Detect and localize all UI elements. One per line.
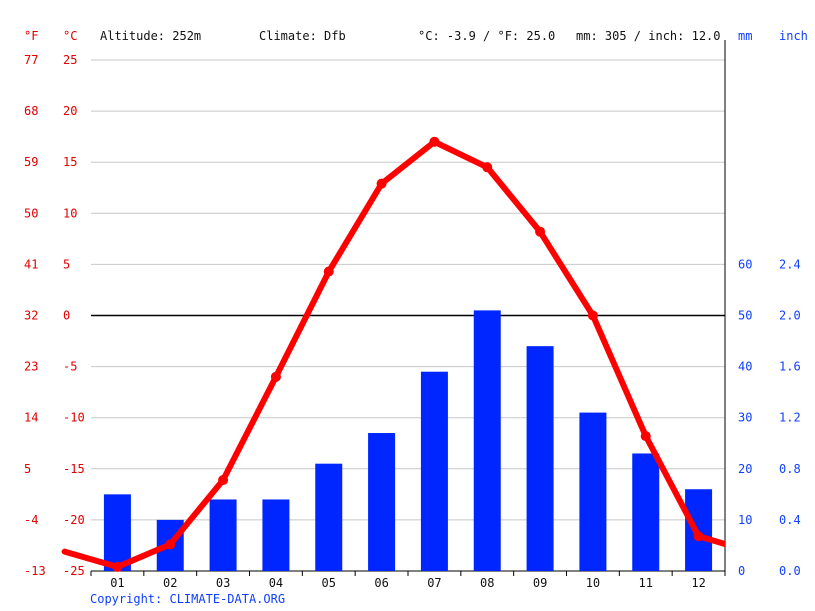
- y-tick-label-f: 23: [24, 360, 38, 374]
- altitude-label: Altitude: 252m: [100, 29, 201, 43]
- y-tick-label-inch: 2.0: [779, 309, 801, 323]
- x-tick-label: 06: [374, 576, 388, 590]
- precip-bar: [103, 494, 131, 571]
- precip-bar: [368, 433, 396, 571]
- y-tick-label-c: -20: [63, 513, 85, 527]
- y-tick-label-f: 59: [24, 155, 38, 169]
- temp-average-label: °C: -3.9 / °F: 25.0: [418, 29, 555, 43]
- temperature-point: [535, 226, 546, 237]
- y-tick-label-mm: 10: [738, 513, 752, 527]
- unit-c-label: °C: [63, 29, 77, 43]
- y-tick-label-c: 5: [63, 257, 70, 271]
- y-tick-label-inch: 0.0: [779, 564, 801, 578]
- precipitation-bars: [103, 310, 713, 571]
- y-tick-label-inch: 0.4: [779, 513, 801, 527]
- unit-inch-label: inch: [779, 29, 808, 43]
- precip-total-label: mm: 305 / inch: 12.0: [576, 29, 721, 43]
- grid-lines: [91, 59, 725, 521]
- x-tick-label: 03: [216, 576, 230, 590]
- y-tick-label-mm: 20: [738, 462, 752, 476]
- unit-mm-label: mm: [738, 29, 752, 43]
- y-tick-label-c: 0: [63, 309, 70, 323]
- y-tick-label-f: 50: [24, 206, 38, 220]
- y-tick-label-c: -5: [63, 360, 77, 374]
- y-tick-label-mm: 40: [738, 360, 752, 374]
- y-tick-label-inch: 0.8: [779, 462, 801, 476]
- x-tick-label: 01: [110, 576, 124, 590]
- precip-bar: [579, 412, 607, 571]
- temperature-point: [429, 136, 440, 147]
- temperature-series-line: [61, 138, 725, 570]
- y-tick-label-c: 20: [63, 104, 77, 118]
- y-tick-label-c: 15: [63, 155, 77, 169]
- tick-labels: 2577206815591050541032-523-1014-155-20-4…: [24, 53, 801, 590]
- temperature-point: [640, 431, 651, 442]
- y-tick-label-f: 41: [24, 257, 38, 271]
- y-tick-label-f: 77: [24, 53, 38, 67]
- temperature-point: [270, 371, 281, 382]
- y-tick-label-c: -25: [63, 564, 85, 578]
- x-tick-label: 12: [691, 576, 705, 590]
- x-tick-label: 08: [480, 576, 494, 590]
- y-tick-label-c: -15: [63, 462, 85, 476]
- temperature-point: [693, 531, 704, 542]
- precip-bar: [526, 346, 554, 571]
- y-tick-label-c: 10: [63, 206, 77, 220]
- unit-f-label: °F: [24, 29, 38, 43]
- x-tick-label: 10: [586, 576, 600, 590]
- y-tick-label-f: 32: [24, 309, 38, 323]
- temperature-point: [323, 266, 334, 277]
- precip-bar: [209, 499, 237, 571]
- y-tick-label-c: -10: [63, 411, 85, 425]
- temperature-point: [112, 561, 123, 572]
- temperature-point: [376, 178, 387, 189]
- copyright-label: Copyright: CLIMATE-DATA.ORG: [90, 592, 285, 606]
- y-tick-label-f: -13: [24, 564, 46, 578]
- y-tick-label-mm: 30: [738, 411, 752, 425]
- y-tick-label-c: 25: [63, 53, 77, 67]
- y-tick-label-f: 14: [24, 411, 38, 425]
- precip-bar: [473, 310, 501, 571]
- temperature-point: [482, 162, 493, 173]
- y-tick-label-f: 5: [24, 462, 31, 476]
- x-tick-label: 07: [427, 576, 441, 590]
- precip-bar: [262, 499, 290, 571]
- y-tick-label-mm: 0: [738, 564, 745, 578]
- precip-bar: [420, 371, 448, 571]
- x-tick-label: 05: [322, 576, 336, 590]
- x-tick-label: 02: [163, 576, 177, 590]
- y-tick-label-inch: 1.6: [779, 360, 801, 374]
- x-tick-label: 04: [269, 576, 283, 590]
- x-tick-label: 11: [639, 576, 653, 590]
- y-tick-label-mm: 60: [738, 257, 752, 271]
- temperature-point: [218, 475, 229, 486]
- y-tick-label-f: -4: [24, 513, 38, 527]
- temperature-point: [587, 310, 598, 321]
- y-tick-label-inch: 1.2: [779, 411, 801, 425]
- precip-bar: [315, 463, 343, 571]
- axes: [90, 40, 726, 576]
- precip-bar: [632, 453, 660, 571]
- climate-label: Climate: Dfb: [259, 29, 346, 43]
- y-tick-label-inch: 2.4: [779, 257, 801, 271]
- x-tick-label: 09: [533, 576, 547, 590]
- y-tick-label-mm: 50: [738, 309, 752, 323]
- temperature-point: [165, 539, 176, 550]
- y-tick-label-f: 68: [24, 104, 38, 118]
- temperature-line: [61, 136, 725, 572]
